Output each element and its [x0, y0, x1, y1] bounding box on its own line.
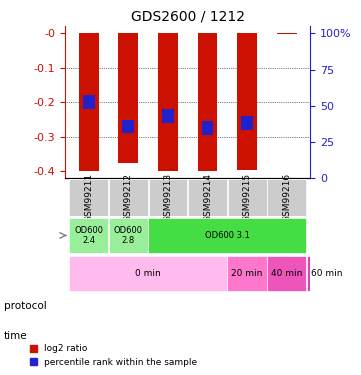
- Text: GSM99215: GSM99215: [243, 173, 252, 222]
- Bar: [241, 116, 253, 130]
- Text: 40 min: 40 min: [271, 269, 303, 278]
- Bar: [201, 122, 213, 135]
- Text: time: time: [4, 331, 27, 340]
- Bar: [197, 33, 217, 171]
- Bar: [158, 33, 178, 171]
- FancyBboxPatch shape: [109, 179, 148, 216]
- Bar: [83, 95, 95, 109]
- Text: 60 min: 60 min: [310, 269, 342, 278]
- Bar: [237, 33, 257, 170]
- Legend: log2 ratio, percentile rank within the sample: log2 ratio, percentile rank within the s…: [30, 344, 197, 367]
- Text: GSM99213: GSM99213: [164, 173, 173, 222]
- FancyBboxPatch shape: [69, 256, 227, 291]
- Title: GDS2600 / 1212: GDS2600 / 1212: [131, 10, 245, 24]
- Text: OD600 3.1: OD600 3.1: [205, 231, 250, 240]
- FancyBboxPatch shape: [227, 256, 266, 291]
- Bar: [162, 109, 174, 123]
- Bar: [79, 33, 99, 171]
- Text: GSM99211: GSM99211: [84, 173, 93, 222]
- Text: GSM99214: GSM99214: [203, 173, 212, 222]
- Text: OD600
2.8: OD600 2.8: [114, 226, 143, 245]
- FancyBboxPatch shape: [267, 179, 306, 216]
- Text: OD600
2.4: OD600 2.4: [74, 226, 103, 245]
- FancyBboxPatch shape: [148, 179, 187, 216]
- Text: 0 min: 0 min: [135, 269, 161, 278]
- Text: GSM99212: GSM99212: [124, 173, 133, 222]
- FancyBboxPatch shape: [69, 218, 108, 253]
- FancyBboxPatch shape: [109, 218, 148, 253]
- Bar: [118, 33, 138, 163]
- FancyBboxPatch shape: [228, 179, 266, 216]
- FancyBboxPatch shape: [69, 179, 108, 216]
- FancyBboxPatch shape: [188, 179, 227, 216]
- Text: protocol: protocol: [4, 301, 46, 310]
- Text: GSM99216: GSM99216: [282, 173, 291, 222]
- FancyBboxPatch shape: [267, 256, 306, 291]
- FancyBboxPatch shape: [306, 256, 346, 291]
- Bar: [122, 120, 134, 134]
- Text: 20 min: 20 min: [231, 269, 263, 278]
- FancyBboxPatch shape: [148, 218, 306, 253]
